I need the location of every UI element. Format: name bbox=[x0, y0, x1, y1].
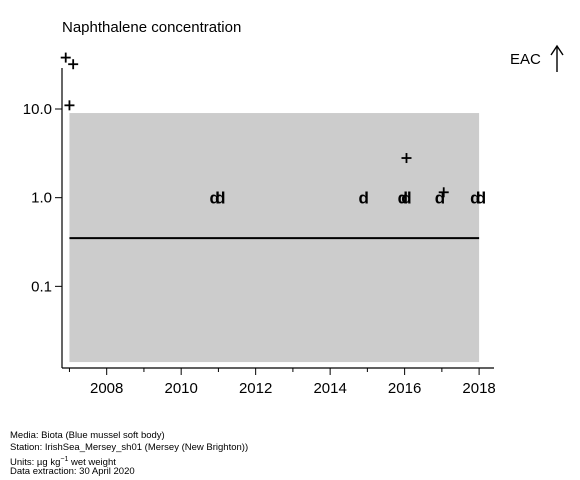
x-tick-label: 2018 bbox=[462, 380, 495, 397]
y-tick-label: 0.1 bbox=[31, 278, 52, 295]
y-tick-label: 10.0 bbox=[23, 101, 52, 118]
eac-arrow-head bbox=[550, 44, 564, 56]
footer-units-suffix: wet weight bbox=[68, 457, 116, 469]
data-point-plus bbox=[68, 59, 79, 70]
chart-title: Naphthalene concentration bbox=[62, 19, 242, 36]
data-point-plus bbox=[64, 100, 75, 111]
footer-extraction: Data extraction: 30 April 2020 bbox=[10, 466, 135, 477]
data-point-d: d bbox=[398, 189, 408, 208]
x-tick-label: 2016 bbox=[388, 380, 421, 397]
data-point-plus bbox=[401, 153, 412, 164]
x-tick-label: 2014 bbox=[313, 380, 346, 397]
data-point-d: d bbox=[209, 189, 219, 208]
data-point-plus bbox=[60, 52, 71, 63]
data-point-d: d bbox=[435, 189, 445, 208]
footer-station: Station: IrishSea_Mersey_sh01 (Mersey (N… bbox=[10, 442, 249, 453]
footer-media: Media: Biota (Blue mussel soft body) bbox=[10, 430, 165, 441]
x-tick-label: 2012 bbox=[239, 380, 272, 397]
eac-label: EAC bbox=[510, 51, 541, 68]
data-point-d: d bbox=[401, 189, 411, 208]
data-point-d: d bbox=[476, 189, 486, 208]
data-point-d: d bbox=[215, 189, 225, 208]
data-point-d: d bbox=[358, 189, 368, 208]
footer-units-exponent: −1 bbox=[60, 456, 69, 463]
x-tick-label: 2008 bbox=[90, 380, 123, 397]
y-tick-label: 1.0 bbox=[31, 190, 52, 207]
data-point-plus bbox=[438, 187, 449, 198]
footer-units-prefix: Units: µg kg bbox=[10, 457, 61, 469]
footer-units: Units: µg kg−1 wet weight bbox=[10, 454, 116, 469]
x-tick-label: 2010 bbox=[164, 380, 197, 397]
data-point-d: d bbox=[470, 189, 480, 208]
